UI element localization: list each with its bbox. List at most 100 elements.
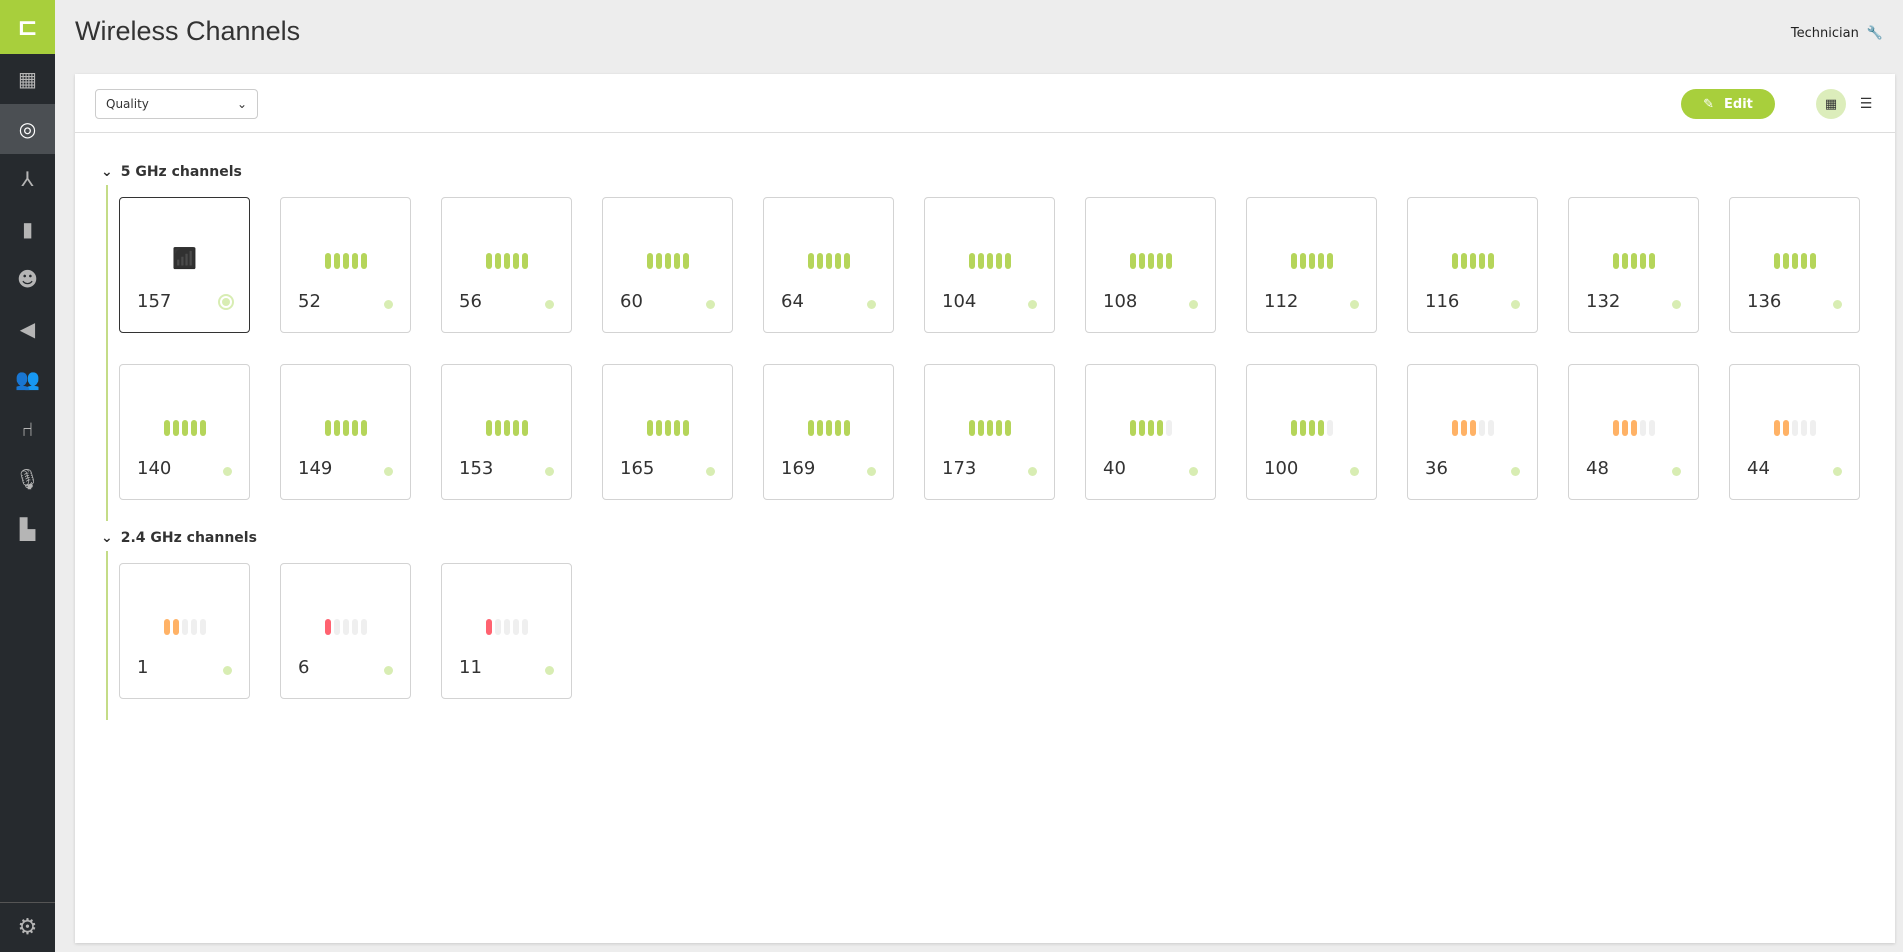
- channel-card[interactable]: 40: [1085, 364, 1216, 500]
- channel-card[interactable]: 52: [280, 197, 411, 333]
- signal-bar: [1451, 253, 1458, 269]
- edit-button[interactable]: ✎ Edit: [1681, 89, 1775, 119]
- signal-bar: [1460, 420, 1467, 436]
- view-mode-select[interactable]: Quality ⌄: [95, 89, 258, 119]
- signal-bar: [673, 420, 680, 436]
- signal-bar: [1630, 253, 1637, 269]
- signal-bars: [1730, 253, 1859, 269]
- signal-bars: [925, 420, 1054, 436]
- signal-bars: [1086, 420, 1215, 436]
- section-header[interactable]: ⌄ 5 GHz channels: [101, 164, 242, 180]
- dashboard-icon[interactable]: ▦: [18, 67, 37, 91]
- wifi-icon: 📶: [172, 246, 197, 270]
- signal-bar: [1451, 420, 1458, 436]
- channel-card[interactable]: 1: [119, 563, 250, 699]
- channel-card[interactable]: 56: [441, 197, 572, 333]
- signal-bar: [1487, 420, 1494, 436]
- signal-bar: [163, 420, 170, 436]
- signal-bar: [673, 253, 680, 269]
- signal-bar: [512, 420, 519, 436]
- volume-icon[interactable]: ◀: [19, 317, 36, 341]
- signal-bar: [1487, 253, 1494, 269]
- speaker-person-icon[interactable]: ☻: [17, 267, 38, 291]
- chevron-down-icon: ⌄: [101, 530, 113, 546]
- signal-bar: [342, 253, 349, 269]
- status-dot: [384, 666, 393, 675]
- signal-bar: [1791, 420, 1798, 436]
- signal-bar: [199, 619, 206, 635]
- signal-bar: [1156, 420, 1163, 436]
- signal-bars: [603, 420, 732, 436]
- signal-bar: [1004, 420, 1011, 436]
- signal-bar: [485, 420, 492, 436]
- channel-number: 136: [1747, 291, 1782, 312]
- signal-bar: [1004, 253, 1011, 269]
- signal-bar: [825, 253, 832, 269]
- status-dot: [1511, 467, 1520, 476]
- channel-card[interactable]: 11: [441, 563, 572, 699]
- channel-card[interactable]: 108: [1085, 197, 1216, 333]
- signal-bar: [521, 253, 528, 269]
- signal-bar: [503, 619, 510, 635]
- channel-card[interactable]: 116: [1407, 197, 1538, 333]
- signal-bars: [1408, 253, 1537, 269]
- signal-bar: [968, 420, 975, 436]
- signal-bar: [351, 420, 358, 436]
- toolbar: Quality ⌄ ✎ Edit ▦ ☰: [75, 74, 1895, 133]
- channel-card[interactable]: 153: [441, 364, 572, 500]
- channel-card[interactable]: 36: [1407, 364, 1538, 500]
- signal-bar: [1639, 253, 1646, 269]
- signal-bar: [1147, 253, 1154, 269]
- signal-bar: [512, 619, 519, 635]
- channel-number: 104: [942, 291, 977, 312]
- channel-card[interactable]: 165: [602, 364, 733, 500]
- signal-bar: [333, 253, 340, 269]
- signal-bar: [1299, 420, 1306, 436]
- channel-number: 169: [781, 458, 816, 479]
- grid-view-icon[interactable]: ▦: [1816, 89, 1846, 119]
- channel-card[interactable]: 140: [119, 364, 250, 500]
- signal-bar: [1800, 253, 1807, 269]
- signal-bar: [986, 420, 993, 436]
- document-icon[interactable]: ▙: [19, 517, 36, 541]
- channel-card[interactable]: 173: [924, 364, 1055, 500]
- main-panel: Quality ⌄ ✎ Edit ▦ ☰ ⌄ 5 GHz channels 📶 157 52…: [75, 74, 1895, 943]
- section-header[interactable]: ⌄ 2.4 GHz channels: [101, 530, 257, 546]
- channel-number: 64: [781, 291, 804, 312]
- list-view-icon[interactable]: ☰: [1859, 96, 1873, 112]
- signal-bar: [333, 420, 340, 436]
- channel-card[interactable]: 169: [763, 364, 894, 500]
- user-role[interactable]: Technician 🔧: [1791, 26, 1883, 41]
- channel-number: 11: [459, 657, 482, 678]
- channel-card[interactable]: 📶 157: [119, 197, 250, 333]
- logo-icon[interactable]: ㄷ: [0, 0, 55, 54]
- channel-card[interactable]: 100: [1246, 364, 1377, 500]
- channel-card[interactable]: 48: [1568, 364, 1699, 500]
- signal-bar: [682, 420, 689, 436]
- channel-card[interactable]: 136: [1729, 197, 1860, 333]
- signal-bar: [324, 253, 331, 269]
- signal-bar: [986, 253, 993, 269]
- signal-bar: [1809, 420, 1816, 436]
- signal-bar: [1782, 420, 1789, 436]
- signal-bar: [1138, 420, 1145, 436]
- channel-card[interactable]: 44: [1729, 364, 1860, 500]
- wireless-icon[interactable]: ◎: [0, 104, 55, 154]
- signal-bar: [1308, 253, 1315, 269]
- network-icon[interactable]: ⅄: [21, 167, 34, 191]
- channel-card[interactable]: 132: [1568, 197, 1699, 333]
- microphone-icon[interactable]: 🎙: [14, 467, 41, 491]
- channel-card[interactable]: 112: [1246, 197, 1377, 333]
- channel-card[interactable]: 6: [280, 563, 411, 699]
- channel-card[interactable]: 64: [763, 197, 894, 333]
- status-dot: [1511, 300, 1520, 309]
- settings-gear-icon[interactable]: ⚙: [0, 902, 55, 952]
- channel-card[interactable]: 60: [602, 197, 733, 333]
- battery-icon[interactable]: ▮: [21, 217, 33, 241]
- channel-card[interactable]: 149: [280, 364, 411, 500]
- seat-icon[interactable]: ⑁: [21, 417, 34, 441]
- channel-card[interactable]: 104: [924, 197, 1055, 333]
- signal-bar: [199, 420, 206, 436]
- signal-bar: [1138, 253, 1145, 269]
- users-icon[interactable]: 👥: [15, 367, 40, 391]
